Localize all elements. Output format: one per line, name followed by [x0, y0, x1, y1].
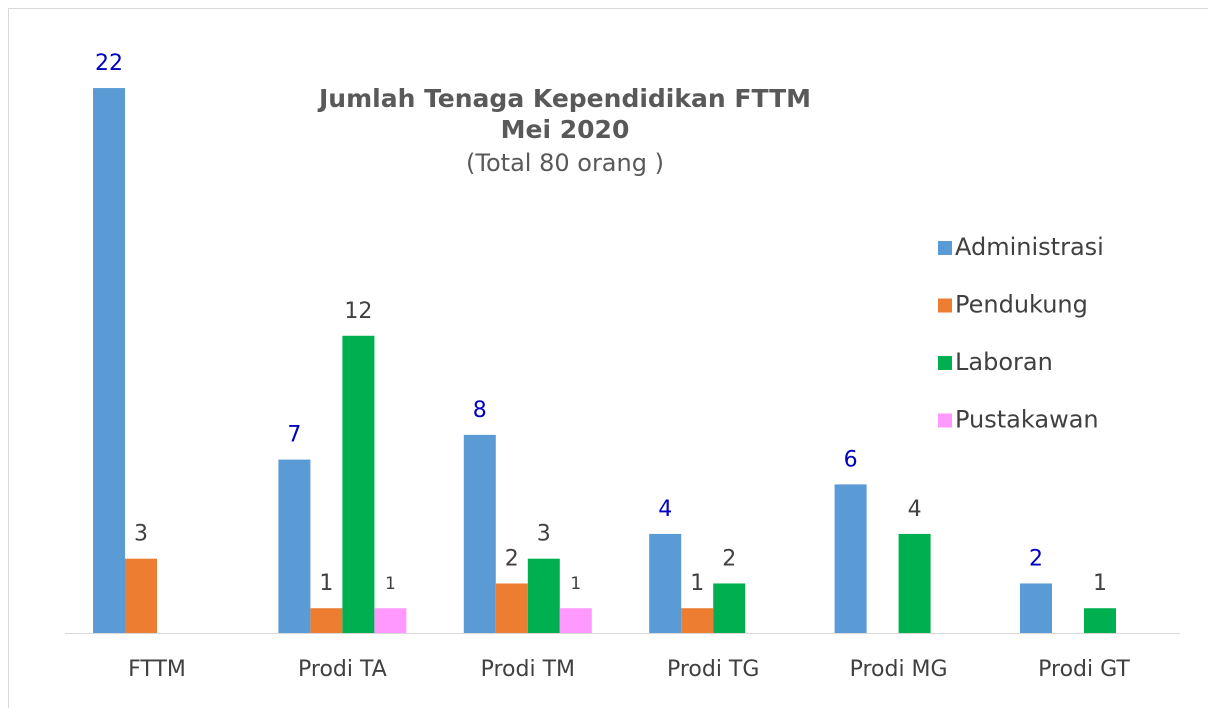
value-label: 22 [95, 51, 123, 76]
bar [559, 608, 592, 633]
legend-swatch [938, 241, 952, 255]
bar [1084, 608, 1116, 633]
value-label: 1 [385, 574, 396, 594]
x-tick-label: Prodi GT [1038, 657, 1130, 682]
value-label: 2 [505, 546, 519, 571]
bar [834, 484, 867, 633]
bar [463, 434, 496, 633]
legend-label: Laboran [955, 348, 1053, 376]
bar [527, 558, 560, 633]
value-label: 3 [134, 522, 148, 547]
value-label: 1 [1093, 571, 1107, 596]
value-label: 2 [1029, 546, 1043, 571]
bar [93, 88, 125, 633]
value-label: 6 [844, 447, 858, 472]
chart-title: Jumlah Tenaga Kependidikan FTTM [317, 84, 811, 113]
bar [898, 533, 931, 633]
legend-label: Administrasi [955, 233, 1104, 261]
bar [681, 608, 714, 633]
value-label: 1 [570, 574, 581, 594]
bar [310, 608, 343, 633]
legend-swatch [938, 413, 952, 428]
legend-swatch [938, 298, 952, 313]
x-tick-label: Prodi TG [667, 657, 759, 682]
value-label: 8 [473, 398, 487, 423]
x-tick-label: FTTM [128, 657, 186, 682]
chart-subtitle: Mei 2020 [501, 115, 630, 144]
bar [374, 608, 407, 633]
x-tick-label: Prodi TA [298, 657, 387, 682]
chart-frame [8, 8, 1208, 708]
bar [649, 533, 682, 633]
value-label: 7 [287, 423, 301, 448]
bar [713, 583, 746, 633]
legend-label: Pendukung [955, 291, 1088, 319]
value-label: 4 [908, 497, 922, 522]
value-label: 4 [658, 497, 672, 522]
value-label: 2 [722, 546, 736, 571]
x-tick-label: Prodi TM [481, 657, 575, 682]
legend-swatch [938, 356, 952, 370]
x-tick-label: Prodi MG [850, 657, 948, 682]
value-label: 1 [690, 571, 704, 596]
value-label: 3 [537, 522, 551, 547]
value-label: 12 [344, 299, 372, 324]
bar [278, 459, 311, 633]
bar [495, 583, 528, 633]
bar [342, 335, 375, 633]
legend-label: Pustakawan [955, 406, 1099, 434]
value-label: 1 [319, 571, 333, 596]
bar [1020, 583, 1052, 633]
chart-note: (Total 80 orang ) [466, 149, 664, 177]
bar [125, 558, 157, 633]
